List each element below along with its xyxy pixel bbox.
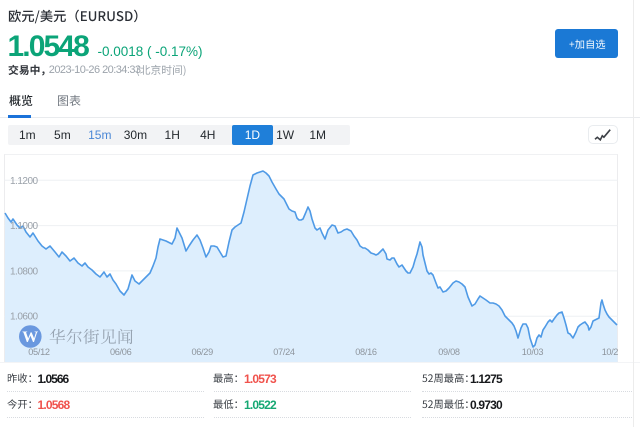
svg-text:09/08: 09/08 [438, 347, 460, 357]
svg-text:06/29: 06/29 [191, 347, 213, 357]
svg-text:1.1000: 1.1000 [10, 221, 39, 232]
svg-text:1.0600: 1.0600 [10, 312, 39, 323]
svg-text:10/2: 10/2 [602, 347, 619, 357]
svg-text:10/03: 10/03 [522, 347, 544, 357]
svg-text:05/12: 05/12 [28, 347, 50, 357]
svg-text:W: W [22, 329, 38, 346]
svg-text:08/16: 08/16 [355, 347, 377, 357]
svg-text:1.0800: 1.0800 [10, 266, 39, 277]
svg-text:1.1200: 1.1200 [10, 176, 39, 187]
svg-text:07/24: 07/24 [273, 347, 295, 357]
svg-text:06/06: 06/06 [110, 347, 132, 357]
